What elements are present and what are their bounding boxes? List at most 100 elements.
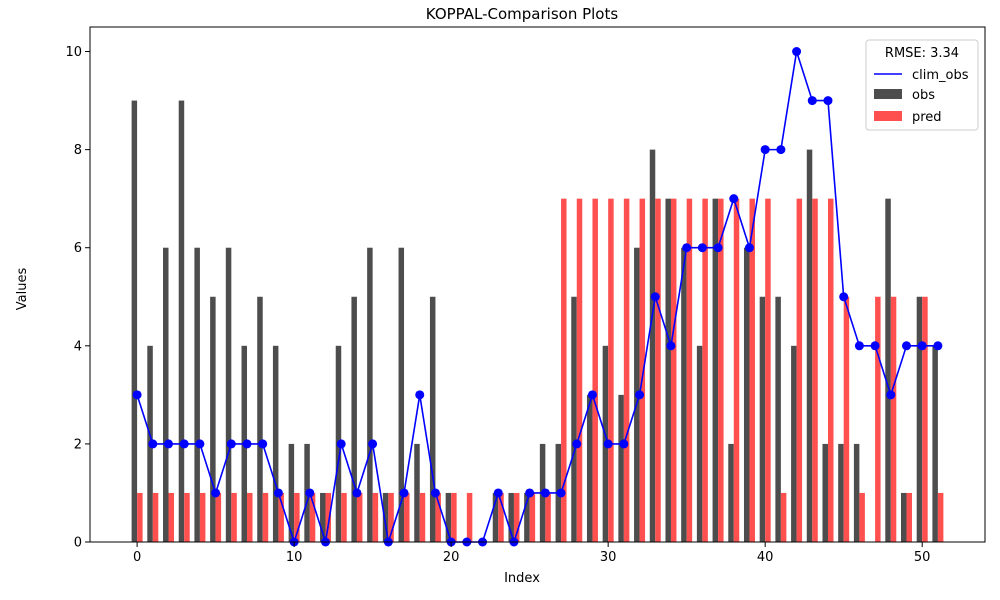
bar-obs-51 bbox=[932, 345, 938, 542]
bar-pred-48 bbox=[890, 296, 897, 542]
legend: RMSE: 3.34 clim_obs obs pred bbox=[865, 39, 979, 131]
bar-obs-18 bbox=[414, 443, 420, 542]
point-clim-obs-34 bbox=[666, 341, 676, 351]
bar-pred-9 bbox=[278, 492, 284, 542]
chart-title: KOPPAL-Comparison Plots bbox=[426, 5, 619, 23]
bar-obs-37 bbox=[712, 198, 719, 542]
point-clim-obs-50 bbox=[917, 341, 927, 351]
bar-obs-45 bbox=[838, 443, 844, 542]
bar-pred-21 bbox=[466, 492, 473, 542]
bar-pred-27 bbox=[561, 198, 567, 542]
bar-pred-26 bbox=[545, 492, 551, 542]
bar-obs-33 bbox=[649, 149, 656, 542]
y-tick-label-8: 8 bbox=[74, 143, 82, 158]
bar-obs-19 bbox=[429, 296, 436, 542]
bar-obs-9 bbox=[272, 345, 279, 542]
bar-obs-15 bbox=[367, 247, 373, 542]
point-clim-obs-35 bbox=[682, 243, 692, 253]
point-clim-obs-5 bbox=[211, 488, 221, 498]
point-clim-obs-0 bbox=[132, 390, 142, 400]
bar-obs-34 bbox=[665, 198, 671, 542]
x-tick-label-20: 20 bbox=[443, 550, 460, 565]
bar-pred-44 bbox=[827, 198, 834, 542]
point-clim-obs-9 bbox=[273, 488, 283, 498]
point-clim-obs-11 bbox=[305, 488, 315, 498]
point-clim-obs-33 bbox=[650, 292, 660, 302]
bar-obs-42 bbox=[791, 345, 797, 542]
y-axis-label: Values bbox=[15, 268, 30, 311]
bar-obs-0 bbox=[131, 100, 138, 543]
y-tick-label-10: 10 bbox=[65, 45, 82, 60]
point-clim-obs-51 bbox=[933, 341, 943, 351]
bar-pred-6 bbox=[231, 492, 237, 542]
bar-pred-10 bbox=[294, 492, 300, 542]
bar-pred-25 bbox=[529, 492, 536, 542]
point-clim-obs-13 bbox=[336, 439, 346, 449]
legend-box bbox=[865, 39, 979, 131]
point-clim-obs-18 bbox=[415, 390, 425, 400]
point-clim-obs-23 bbox=[493, 488, 503, 498]
bar-obs-39 bbox=[743, 247, 750, 542]
point-clim-obs-47 bbox=[870, 341, 880, 351]
bar-obs-48 bbox=[885, 198, 891, 542]
bar-obs-46 bbox=[853, 443, 860, 542]
bar-pred-36 bbox=[702, 198, 708, 542]
bar-pred-46 bbox=[859, 492, 865, 542]
y-tick-label-4: 4 bbox=[74, 339, 82, 354]
bar-pred-40 bbox=[765, 198, 771, 542]
bar-obs-35 bbox=[681, 247, 687, 542]
bar-obs-43 bbox=[806, 149, 813, 542]
bar-obs-29 bbox=[586, 394, 593, 542]
bar-obs-28 bbox=[571, 296, 577, 542]
point-clim-obs-38 bbox=[729, 194, 739, 204]
bar-obs-16 bbox=[382, 492, 389, 542]
bar-obs-20 bbox=[445, 492, 452, 542]
x-tick-label-50: 50 bbox=[914, 550, 931, 565]
point-clim-obs-19 bbox=[430, 488, 440, 498]
legend-label-clim-obs: clim_obs bbox=[912, 68, 969, 83]
bar-obs-12 bbox=[320, 492, 326, 542]
series-line-clim-obs bbox=[136, 51, 938, 545]
x-axis-label: Index bbox=[504, 571, 540, 586]
point-clim-obs-31 bbox=[619, 439, 629, 449]
point-clim-obs-48 bbox=[886, 390, 896, 400]
line-layer bbox=[132, 47, 943, 547]
x-tick-label-30: 30 bbox=[600, 550, 617, 565]
bar-obs-10 bbox=[288, 443, 295, 542]
bar-pred-23 bbox=[498, 492, 504, 542]
y-tick-label-6: 6 bbox=[74, 241, 82, 256]
point-clim-obs-26 bbox=[540, 488, 550, 498]
bar-pred-41 bbox=[780, 492, 787, 542]
bar-pred-30 bbox=[608, 198, 614, 542]
point-clim-obs-42 bbox=[792, 47, 802, 57]
x-tick-label-40: 40 bbox=[757, 550, 774, 565]
point-clim-obs-6 bbox=[226, 439, 236, 449]
bar-pred-13 bbox=[341, 492, 347, 542]
bar-obs-44 bbox=[822, 443, 828, 542]
bar-pred-14 bbox=[356, 492, 363, 542]
bar-pred-15 bbox=[372, 492, 379, 542]
y-axis-ticks: 0 2 4 6 8 10 bbox=[65, 45, 90, 551]
bar-pred-28 bbox=[576, 198, 583, 542]
bar-obs-49 bbox=[900, 492, 907, 542]
bar-pred-33 bbox=[655, 198, 661, 542]
point-clim-obs-17 bbox=[399, 488, 409, 498]
bar-pred-49 bbox=[906, 492, 912, 542]
bar-obs-3 bbox=[178, 100, 185, 543]
x-axis-ticks: 0 10 20 30 40 50 bbox=[133, 542, 931, 565]
point-clim-obs-27 bbox=[556, 488, 566, 498]
point-clim-obs-14 bbox=[352, 488, 362, 498]
legend-swatch-pred bbox=[874, 111, 902, 121]
bar-obs-24 bbox=[508, 492, 514, 542]
bar-pred-18 bbox=[419, 492, 426, 542]
point-clim-obs-39 bbox=[744, 243, 754, 253]
bar-pred-16 bbox=[388, 492, 394, 542]
point-clim-obs-46 bbox=[854, 341, 864, 351]
point-clim-obs-7 bbox=[242, 439, 252, 449]
legend-label-pred: pred bbox=[912, 110, 942, 125]
bar-obs-8 bbox=[257, 296, 263, 542]
bar-pred-35 bbox=[686, 198, 693, 542]
bar-obs-17 bbox=[398, 247, 405, 542]
bar-pred-47 bbox=[875, 296, 881, 542]
